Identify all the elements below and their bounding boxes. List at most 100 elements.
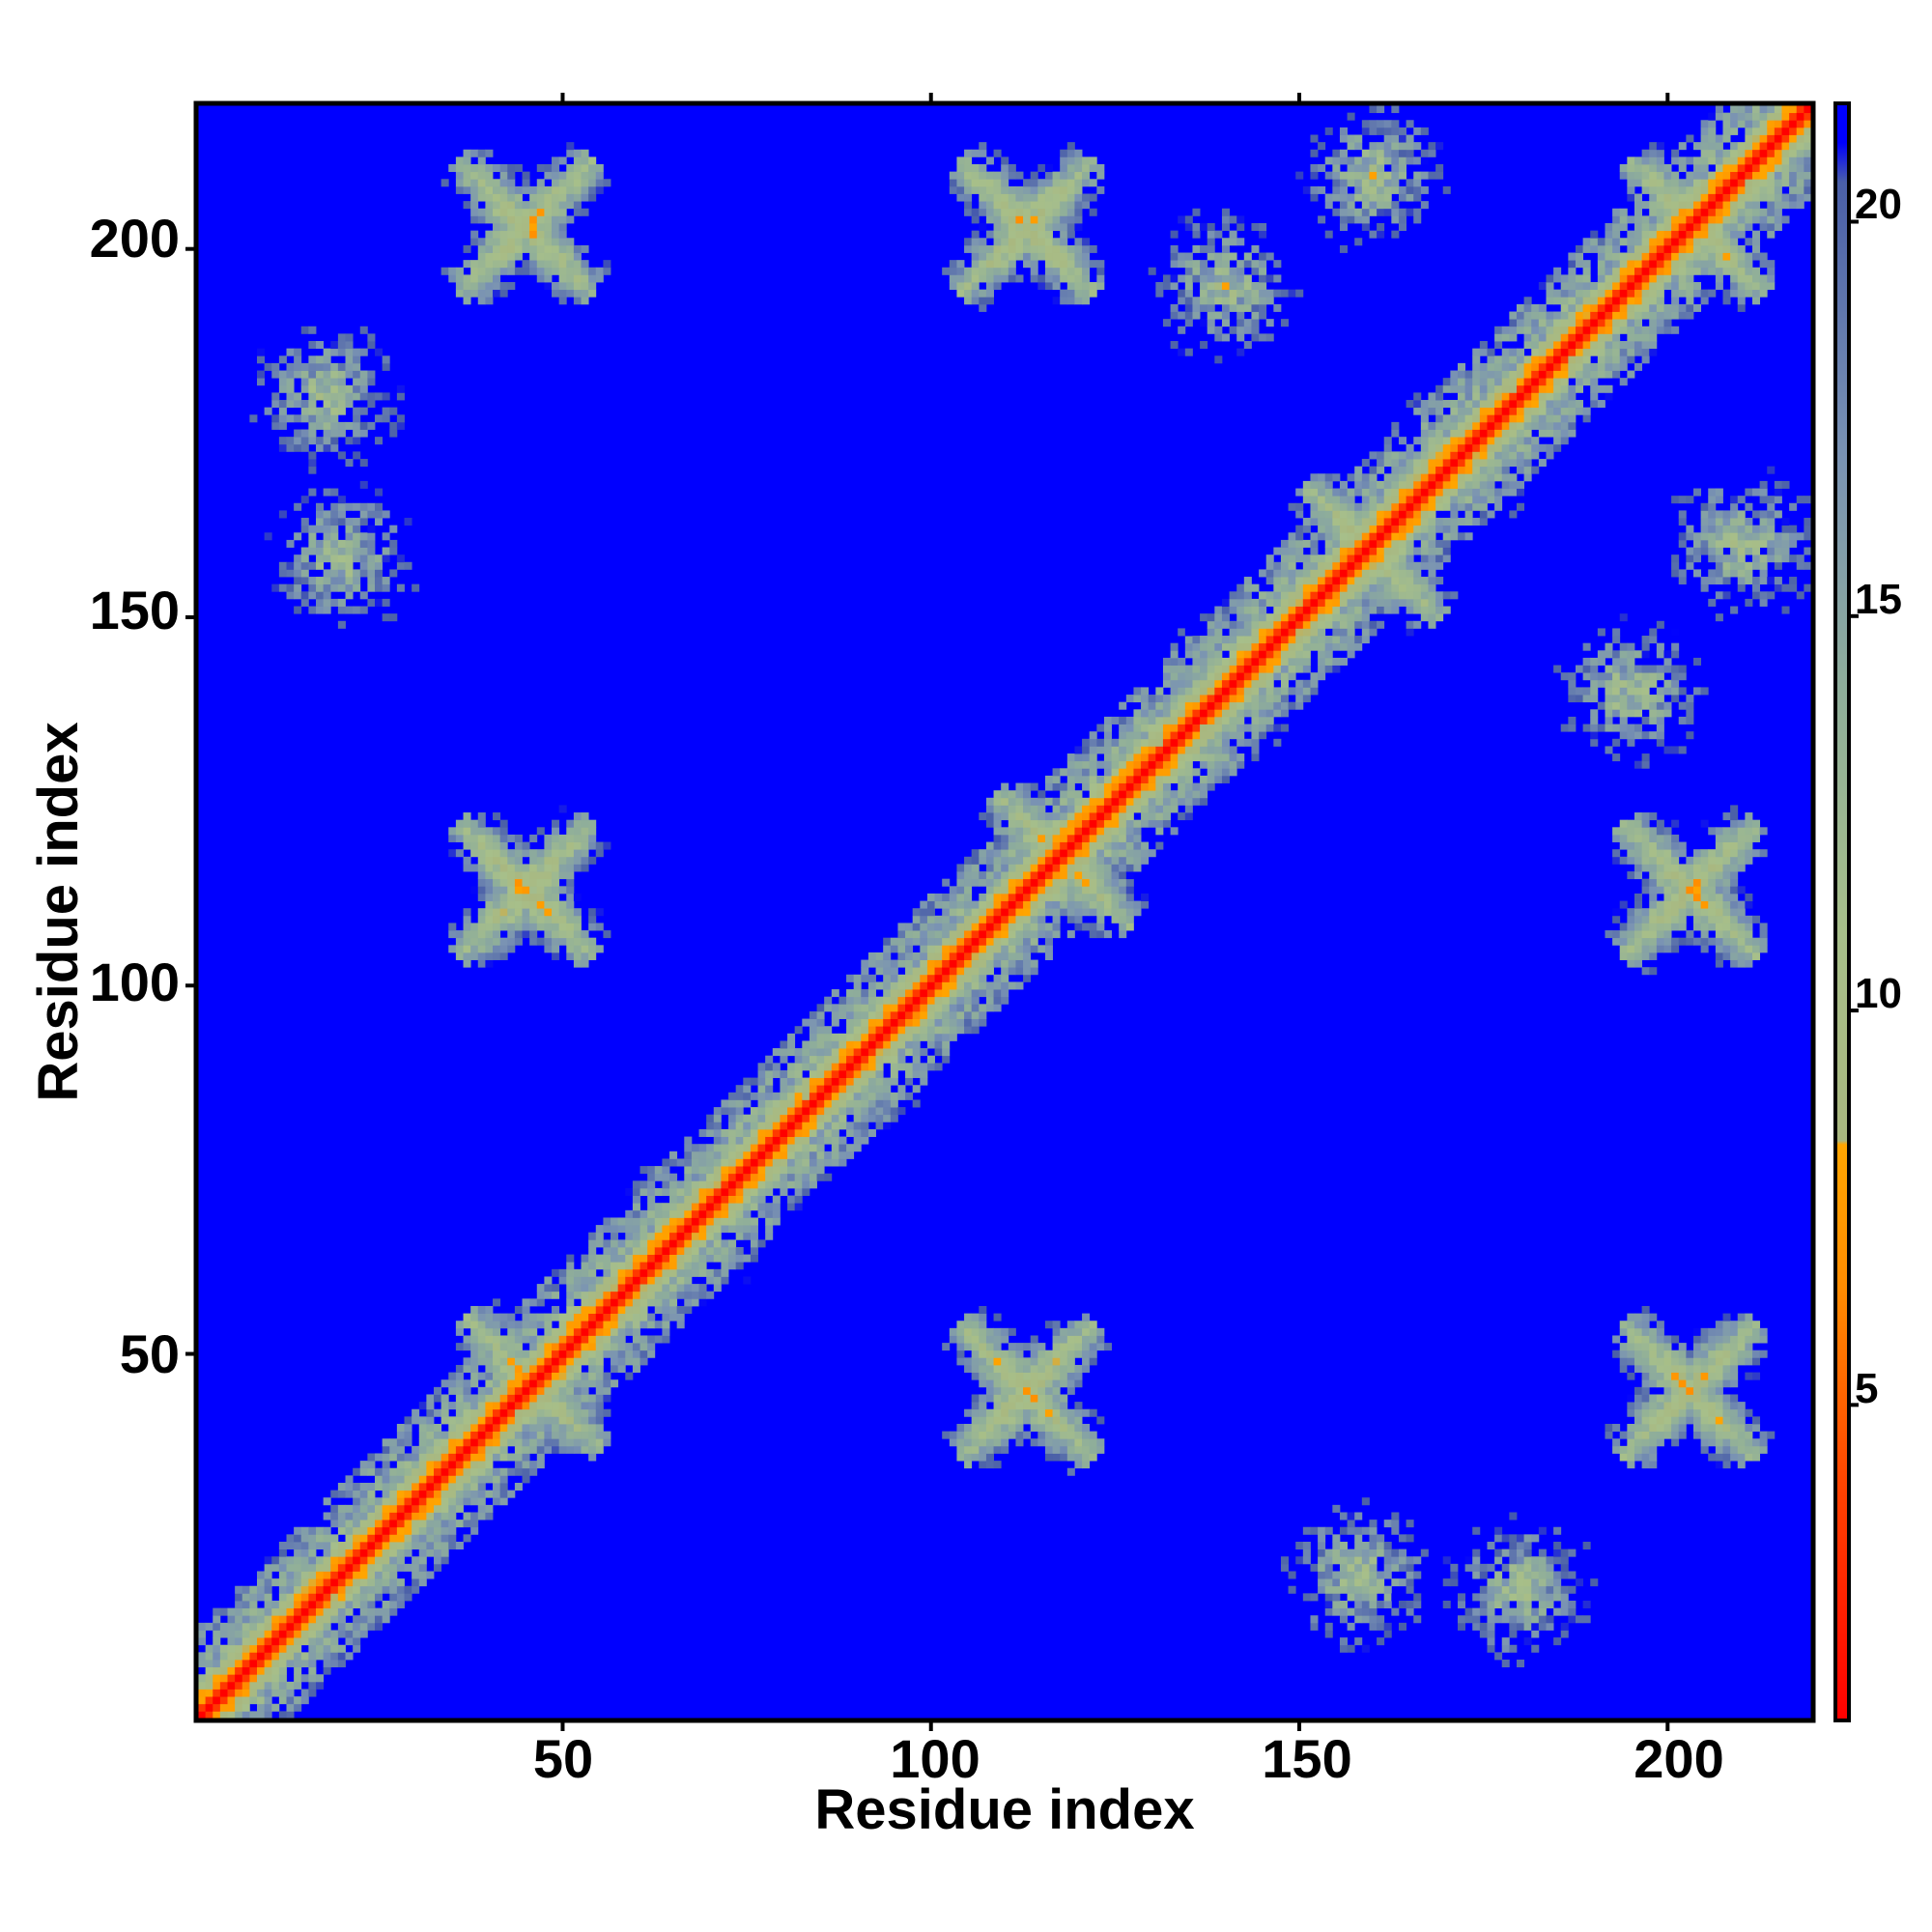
heatmap-cell <box>205 1711 213 1719</box>
heatmap-cell <box>1148 695 1156 703</box>
heatmap-cell <box>566 908 575 917</box>
heatmap-cell <box>566 1431 575 1439</box>
heatmap-cell <box>1103 900 1112 909</box>
heatmap-cell <box>396 1497 405 1506</box>
heatmap-cell <box>286 1600 295 1609</box>
heatmap-cell <box>588 1350 597 1358</box>
heatmap-cell <box>794 1069 803 1078</box>
heatmap-cell <box>507 945 516 953</box>
heatmap-cell <box>956 989 965 998</box>
heatmap-cell <box>1066 871 1075 880</box>
heatmap-cell <box>566 1402 575 1410</box>
heatmap-cell <box>573 171 582 180</box>
heatmap-cell <box>1229 282 1237 291</box>
heatmap-cell <box>1001 193 1009 202</box>
heatmap-cell <box>890 1107 898 1116</box>
heatmap-cell <box>367 554 376 563</box>
heatmap-cell <box>455 282 464 291</box>
heatmap-cell <box>1023 1431 1032 1439</box>
heatmap-cell <box>1066 768 1075 777</box>
heatmap-cell <box>595 1335 604 1344</box>
heatmap-cell <box>1103 775 1112 783</box>
heatmap-cell <box>470 1372 479 1380</box>
heatmap-cell <box>566 893 575 901</box>
heatmap-cell <box>1178 760 1186 769</box>
heatmap-cell <box>558 193 567 202</box>
heatmap-cell <box>389 1600 398 1609</box>
heatmap-cell <box>713 1209 722 1218</box>
heatmap-cell <box>721 1225 729 1234</box>
heatmap-cell <box>389 1556 398 1565</box>
heatmap-cell <box>1089 738 1097 747</box>
heatmap-cell <box>278 1593 287 1602</box>
heatmap-cell <box>838 1158 847 1167</box>
heatmap-cell <box>552 267 560 275</box>
heatmap-cell <box>300 1630 309 1638</box>
heatmap-cell <box>558 1416 567 1425</box>
heatmap-cell <box>942 1040 951 1049</box>
heatmap-cell <box>1008 1408 1016 1417</box>
heatmap-cell <box>544 193 553 202</box>
heatmap-cell <box>558 289 567 298</box>
heatmap-cell <box>581 1372 589 1380</box>
heatmap-cell <box>838 1107 847 1116</box>
heatmap-cell <box>588 937 597 946</box>
heatmap-cell <box>735 1122 744 1130</box>
heatmap-cell <box>330 525 339 533</box>
heatmap-cell <box>463 1512 471 1520</box>
heatmap-cell <box>765 1166 774 1175</box>
heatmap-cell <box>735 1114 744 1122</box>
heatmap-cell <box>1037 1379 1046 1388</box>
heatmap-cell <box>1001 996 1009 1005</box>
heatmap-cell <box>544 1416 553 1425</box>
heatmap-cell <box>1044 893 1053 901</box>
heatmap-cell <box>728 1158 737 1167</box>
heatmap-cell <box>514 1343 523 1351</box>
heatmap-cell <box>1023 937 1032 946</box>
heatmap-cell <box>802 1173 810 1181</box>
heatmap-cell <box>588 1416 597 1425</box>
heatmap-cell <box>588 819 597 828</box>
heatmap-cell <box>1008 252 1016 261</box>
heatmap-cell <box>308 547 317 555</box>
heatmap-cell <box>337 333 346 342</box>
heatmap-cell <box>552 878 560 887</box>
heatmap-cell <box>1214 355 1223 364</box>
heatmap-cell <box>558 1408 567 1417</box>
heatmap-cell <box>595 179 604 187</box>
heatmap-cell <box>544 171 553 180</box>
heatmap-cell <box>529 215 538 224</box>
heatmap-cell <box>345 577 354 585</box>
heatmap-cell <box>1015 185 1024 194</box>
heatmap-cell <box>1008 215 1016 224</box>
heatmap-cell <box>573 164 582 173</box>
heatmap-cell <box>802 1092 810 1100</box>
heatmap-cell <box>536 886 545 895</box>
heatmap-cell <box>1200 223 1208 232</box>
heatmap-cell <box>493 1379 501 1388</box>
heatmap-cell <box>772 1173 781 1181</box>
heatmap-cell <box>308 606 317 614</box>
heatmap-cell <box>1001 1408 1009 1417</box>
heatmap-cell <box>1236 628 1245 637</box>
heatmap-cell <box>964 996 973 1005</box>
heatmap-cell <box>300 429 309 438</box>
heatmap-cell <box>323 518 331 526</box>
heatmap-cell <box>536 274 545 283</box>
heatmap-cell <box>353 577 361 585</box>
heatmap-cell <box>345 1541 354 1550</box>
heatmap-cell <box>367 1571 376 1579</box>
heatmap-cell <box>278 1674 287 1683</box>
heatmap-cell <box>1155 819 1164 828</box>
heatmap-cell <box>198 1681 207 1690</box>
heatmap-cell <box>765 1217 774 1226</box>
heatmap-cell <box>514 193 523 202</box>
heatmap-cell <box>1214 620 1223 629</box>
heatmap-cell <box>455 1431 464 1439</box>
heatmap-cell <box>1052 819 1061 828</box>
heatmap-cell <box>588 1431 597 1439</box>
heatmap-cell <box>1052 1445 1061 1454</box>
heatmap-cell <box>499 1313 508 1321</box>
heatmap-cell <box>522 1327 530 1336</box>
heatmap-cell <box>286 1578 295 1587</box>
